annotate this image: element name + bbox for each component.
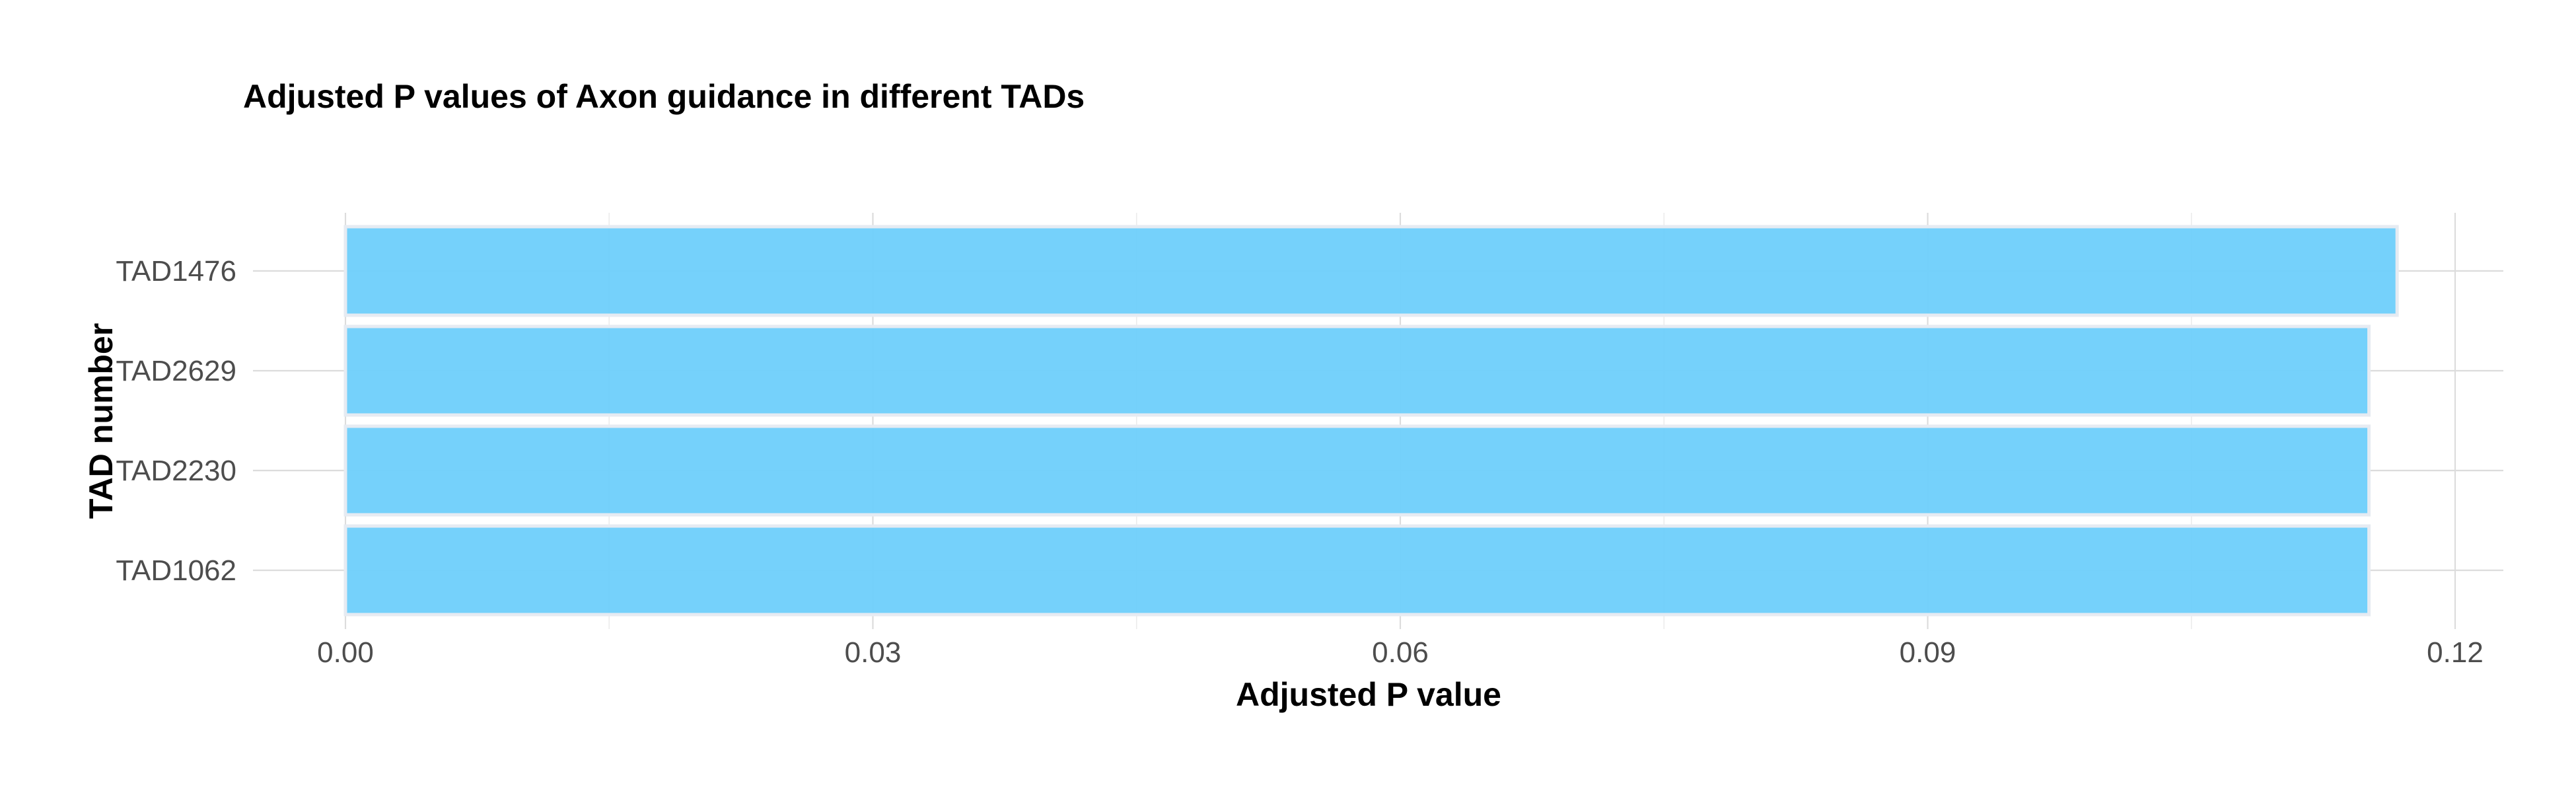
x-tick-label: 0.12 (2427, 636, 2484, 669)
bars (343, 225, 2399, 617)
x-tick-label: 0.06 (1372, 636, 1429, 669)
y-tick-label: TAD2629 (116, 355, 236, 387)
x-axis-title: Adjusted P value (1236, 676, 1501, 713)
chart-title: Adjusted P values of Axon guidance in di… (243, 78, 1085, 115)
x-tick-label: 0.03 (845, 636, 902, 669)
bar-tad1062 (343, 524, 2371, 617)
y-tick-label: TAD2230 (116, 455, 236, 487)
y-tick-label: TAD1062 (116, 554, 236, 587)
y-tick-label: TAD1476 (116, 255, 236, 287)
bar-tad2629 (343, 324, 2371, 417)
x-tick-label: 0.00 (317, 636, 374, 669)
x-tick-label: 0.09 (1900, 636, 1956, 669)
x-tick-labels: 0.00 0.03 0.06 0.09 0.12 (317, 636, 2484, 669)
bar-tad1476 (343, 225, 2399, 317)
y-axis-title: TAD number (83, 323, 120, 519)
y-tick-labels: TAD1476 TAD2629 TAD2230 TAD1062 (116, 255, 236, 587)
bar-tad2230 (343, 424, 2371, 517)
